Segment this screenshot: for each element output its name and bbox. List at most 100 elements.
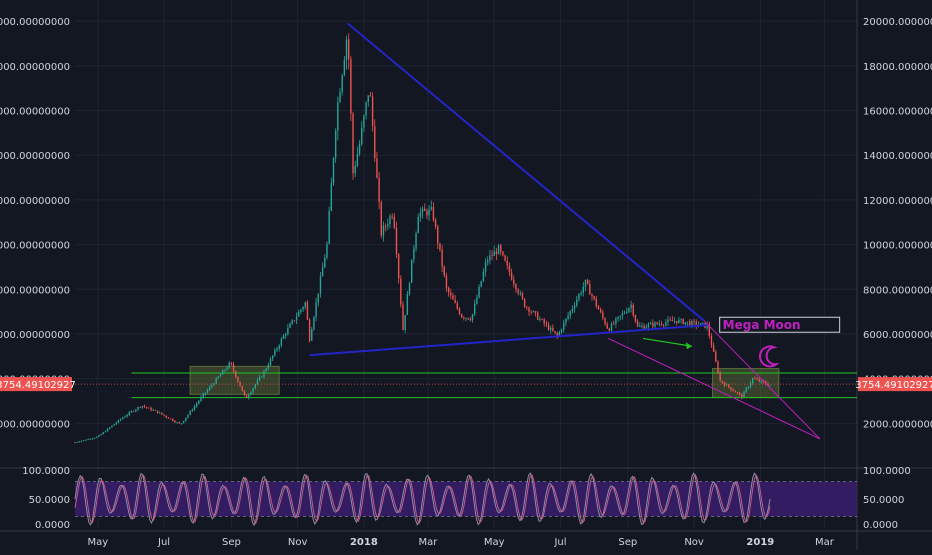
candle-body: [465, 317, 467, 319]
candle-body: [482, 271, 485, 282]
candle-body: [419, 212, 422, 217]
candle-body: [189, 411, 191, 415]
last-price-tag-left: [0, 377, 72, 392]
candle-body: [760, 380, 763, 382]
candle-body: [98, 435, 100, 437]
candle-body: [573, 305, 576, 309]
candle-body: [226, 367, 228, 370]
candle-body: [471, 314, 474, 321]
candle-body: [326, 243, 328, 258]
y-tick-label-right: 12000.00000000: [863, 196, 932, 207]
candle-body: [332, 158, 335, 184]
candle-body: [161, 412, 163, 415]
y-tick-label-left: 16000.00000000: [0, 107, 70, 118]
candle-body: [317, 293, 319, 303]
candle-body: [680, 319, 682, 320]
candle-body: [380, 202, 382, 236]
candle-body: [254, 384, 256, 389]
stoch-tick-label-left: 0.0000: [35, 520, 70, 531]
candle-body: [169, 418, 172, 420]
candle-body: [163, 414, 165, 416]
candle-body: [235, 370, 237, 378]
candle-body: [684, 322, 687, 325]
candle-body: [649, 323, 652, 325]
candle-body: [200, 397, 202, 401]
candle-body: [143, 406, 146, 407]
candle-body: [695, 321, 697, 326]
candle-body: [228, 362, 230, 368]
candle-body: [278, 345, 280, 349]
candle-body: [434, 219, 437, 227]
candle-body: [367, 95, 369, 103]
candle-body: [289, 323, 291, 328]
candle-body: [495, 251, 498, 255]
candle-body: [245, 395, 248, 398]
candle-body: [328, 210, 330, 244]
candle-body: [74, 442, 76, 444]
candle-body: [686, 321, 689, 323]
candle-body: [415, 233, 417, 249]
candle-body: [769, 385, 771, 387]
candle-body: [463, 317, 465, 319]
candle-body: [441, 249, 443, 267]
candle-body: [426, 210, 428, 216]
y-tick-label-left: 6000.00000000: [0, 330, 70, 341]
candle-body: [410, 259, 413, 283]
candle-body: [285, 334, 287, 336]
candle-body: [122, 417, 124, 420]
candle-body: [206, 389, 209, 393]
candle-body: [606, 324, 608, 329]
candle-body: [634, 315, 637, 322]
candle-body: [473, 303, 476, 315]
candle-body: [721, 380, 724, 383]
candle-body: [460, 314, 463, 318]
candle-body: [287, 327, 289, 335]
annotation-arrowhead: [685, 342, 692, 350]
candle-body: [341, 75, 343, 92]
x-tick-label: Sep: [222, 537, 241, 548]
candle-body: [534, 311, 537, 313]
candle-body: [219, 374, 222, 377]
candle-body: [560, 329, 563, 332]
candle-body: [480, 281, 482, 287]
candle-body: [291, 320, 293, 324]
x-tick-label: Mar: [815, 537, 835, 548]
candle-body: [250, 392, 252, 395]
candle-body: [732, 389, 734, 391]
candle-body: [530, 311, 532, 313]
x-tick-label: Nov: [684, 537, 704, 548]
candle-body: [319, 276, 322, 294]
candle-body: [345, 39, 348, 60]
candle-body: [271, 355, 274, 359]
candle-body: [569, 311, 571, 316]
candle-body: [276, 348, 278, 351]
candle-body: [376, 158, 378, 178]
candle-body: [689, 321, 691, 326]
candle-body: [532, 311, 535, 313]
candle-body: [580, 292, 582, 295]
candle-body: [222, 370, 224, 375]
candle-body: [358, 144, 361, 155]
candle-body: [106, 428, 109, 432]
candle-body: [608, 328, 611, 331]
candle-body: [139, 407, 141, 408]
candle-body: [662, 324, 665, 326]
candle-body: [445, 275, 448, 288]
last-price-tag-right: [858, 377, 932, 392]
candle-body: [636, 321, 639, 327]
x-tick-label: 2018: [350, 537, 378, 548]
candle-body: [589, 284, 591, 295]
candle-body: [678, 319, 680, 323]
candle-body: [137, 407, 139, 410]
candle-body: [554, 331, 556, 333]
candle-body: [517, 289, 519, 294]
candle-body: [576, 299, 578, 306]
candle-body: [469, 319, 472, 321]
candle-body: [752, 378, 754, 383]
candle-body: [613, 323, 615, 325]
upper-trendline: [346, 22, 705, 322]
candle-body: [745, 388, 747, 392]
candle-body: [528, 307, 530, 312]
candle-body: [202, 393, 204, 398]
